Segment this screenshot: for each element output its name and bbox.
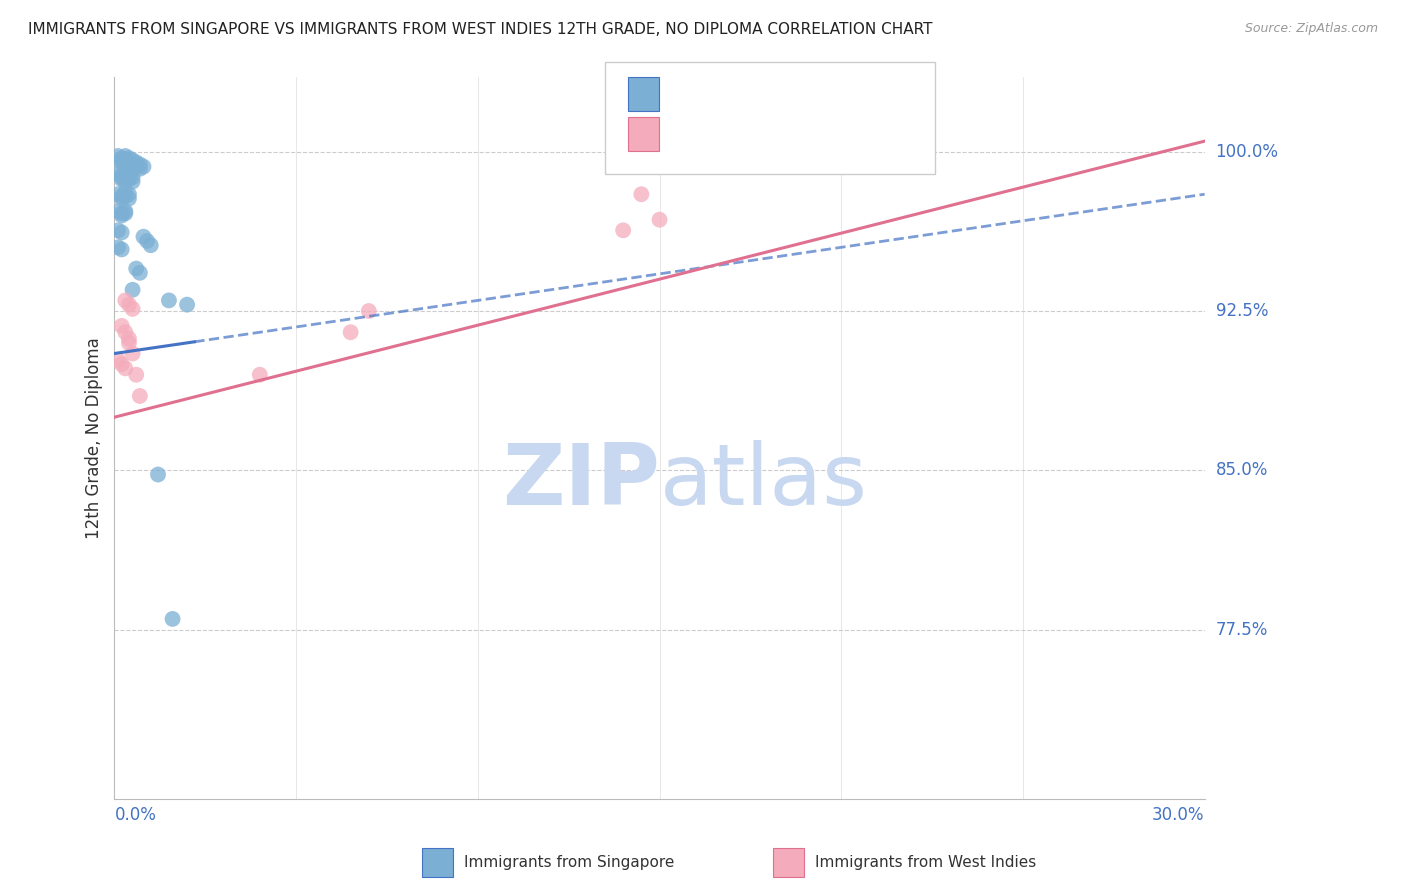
- Point: [114, 189, 136, 203]
- Point: [114, 166, 136, 180]
- Point: [176, 298, 198, 312]
- Point: [111, 151, 134, 165]
- Text: 77.5%: 77.5%: [1216, 621, 1268, 639]
- Point: [121, 161, 143, 176]
- Point: [121, 157, 143, 171]
- Point: [121, 174, 143, 188]
- Point: [121, 283, 143, 297]
- Point: [111, 243, 134, 257]
- Point: [111, 357, 134, 371]
- Point: [125, 261, 148, 276]
- Point: [114, 153, 136, 168]
- Y-axis label: 12th Grade, No Diploma: 12th Grade, No Diploma: [86, 337, 103, 540]
- Point: [118, 155, 141, 169]
- Point: [132, 229, 155, 244]
- Point: [107, 187, 129, 202]
- Point: [357, 304, 380, 318]
- Point: [128, 157, 150, 171]
- Text: 0.0%: 0.0%: [114, 805, 156, 824]
- Point: [107, 149, 129, 163]
- Point: [111, 318, 134, 333]
- Text: 0.168: 0.168: [710, 85, 762, 103]
- Point: [118, 168, 141, 182]
- Text: 100.0%: 100.0%: [1216, 143, 1278, 161]
- Text: 85.0%: 85.0%: [1216, 461, 1268, 479]
- Point: [118, 151, 141, 165]
- Point: [121, 170, 143, 185]
- Point: [118, 160, 141, 174]
- Text: R =: R =: [671, 125, 707, 143]
- Point: [121, 346, 143, 360]
- Point: [114, 185, 136, 199]
- Point: [118, 298, 141, 312]
- Point: [107, 166, 129, 180]
- Text: Immigrants from West Indies: Immigrants from West Indies: [815, 855, 1036, 870]
- Point: [121, 301, 143, 316]
- Text: Source: ZipAtlas.com: Source: ZipAtlas.com: [1244, 22, 1378, 36]
- Text: 19: 19: [815, 125, 838, 143]
- Point: [118, 172, 141, 186]
- Point: [121, 153, 143, 168]
- Point: [125, 160, 148, 174]
- Text: 92.5%: 92.5%: [1216, 302, 1268, 320]
- Point: [111, 209, 134, 223]
- Point: [249, 368, 271, 382]
- Point: [162, 612, 184, 626]
- Point: [612, 223, 634, 237]
- Point: [107, 204, 129, 219]
- Text: atlas: atlas: [659, 441, 868, 524]
- Text: N =: N =: [776, 125, 813, 143]
- Point: [111, 206, 134, 220]
- Point: [648, 212, 671, 227]
- Point: [114, 204, 136, 219]
- Text: Immigrants from Singapore: Immigrants from Singapore: [464, 855, 675, 870]
- Point: [630, 187, 652, 202]
- Point: [107, 223, 129, 237]
- Point: [157, 293, 180, 308]
- Point: [125, 155, 148, 169]
- Text: 0.577: 0.577: [710, 125, 762, 143]
- Point: [111, 168, 134, 182]
- Point: [114, 149, 136, 163]
- Point: [118, 192, 141, 206]
- Point: [146, 467, 169, 482]
- Point: [111, 189, 134, 203]
- Text: ZIP: ZIP: [502, 441, 659, 524]
- Point: [111, 170, 134, 185]
- Point: [118, 332, 141, 346]
- Point: [114, 293, 136, 308]
- Point: [111, 172, 134, 186]
- Point: [136, 234, 159, 248]
- Point: [139, 238, 162, 252]
- Point: [118, 187, 141, 202]
- Text: 30.0%: 30.0%: [1152, 805, 1205, 824]
- Point: [114, 361, 136, 376]
- Point: [114, 206, 136, 220]
- Point: [107, 240, 129, 254]
- Text: N =: N =: [776, 85, 813, 103]
- Text: R =: R =: [671, 85, 707, 103]
- Point: [128, 266, 150, 280]
- Point: [125, 368, 148, 382]
- Point: [114, 160, 136, 174]
- Point: [118, 335, 141, 350]
- Point: [111, 192, 134, 206]
- Point: [114, 170, 136, 185]
- Point: [111, 153, 134, 168]
- Point: [111, 226, 134, 240]
- Point: [128, 389, 150, 403]
- Point: [107, 352, 129, 367]
- Point: [114, 157, 136, 171]
- Point: [114, 325, 136, 339]
- Point: [132, 160, 155, 174]
- Point: [114, 174, 136, 188]
- Point: [339, 325, 361, 339]
- Text: IMMIGRANTS FROM SINGAPORE VS IMMIGRANTS FROM WEST INDIES 12TH GRADE, NO DIPLOMA : IMMIGRANTS FROM SINGAPORE VS IMMIGRANTS …: [28, 22, 932, 37]
- Text: 56: 56: [815, 85, 838, 103]
- Point: [111, 155, 134, 169]
- Point: [128, 161, 150, 176]
